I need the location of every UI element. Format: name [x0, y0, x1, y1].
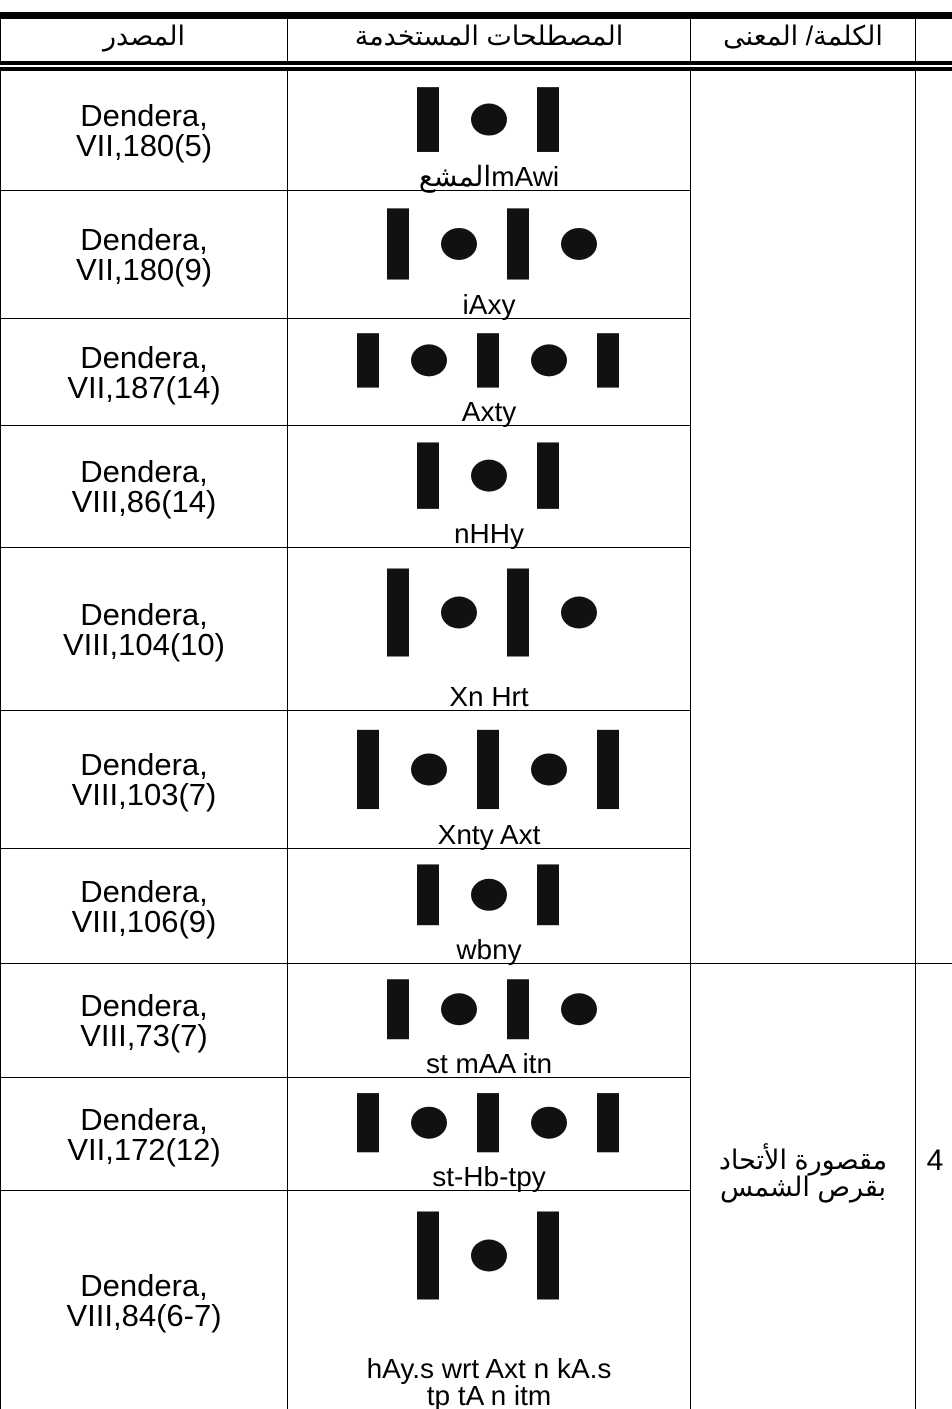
source-cell: Dendera, VIII,86(14): [0, 425, 288, 548]
source-cell: Dendera, VII,180(9): [0, 190, 288, 319]
source-text: Dendera, VII,187(14): [67, 339, 221, 405]
source-text: Dendera, VIII,106(9): [71, 873, 217, 939]
hieroglyphs: [417, 442, 559, 509]
source-cell: Dendera, VIII,106(9): [0, 848, 288, 964]
meaning-cell: مقصورة الأتحاد بقرص الشمس: [690, 963, 916, 1409]
source-text: Dendera, VIII,73(7): [80, 988, 208, 1053]
hieroglyphs: [417, 1211, 559, 1300]
source-cell: Dendera, VII,180(5): [0, 70, 288, 191]
source-cell: Dendera, VII,172(12): [0, 1077, 288, 1191]
number-cell: 4: [915, 963, 952, 1409]
term-text: nHHy: [453, 518, 524, 549]
header-rule: [0, 67, 952, 70]
source-cell: Dendera, VIII,104(10): [0, 547, 288, 711]
hieroglyphs: [357, 333, 619, 388]
header-cell: المصطلحات المستخدمة: [287, 18, 691, 62]
term-cell: Xn Hrt: [287, 547, 691, 711]
hieroglyphs: [387, 208, 597, 280]
hieroglyphs: [357, 729, 619, 810]
header-text: المصطلحات المستخدمة: [354, 21, 624, 51]
hieroglyphs: [417, 87, 559, 152]
term-cell: nHHy: [287, 425, 691, 548]
source-cell: Dendera, VIII,84(6-7): [0, 1190, 288, 1409]
header-cell: المصدر: [0, 18, 288, 62]
header-cell: [915, 18, 952, 62]
entry-number: 4: [926, 1144, 944, 1177]
term-cell: mAwiالمشع: [287, 70, 691, 191]
header-rule: [0, 62, 952, 65]
term-text: st-Hb-tpy: [432, 1161, 546, 1192]
term-text: Xn Hrt: [449, 681, 529, 712]
term-text: Axty: [461, 396, 517, 427]
source-text: Dendera, VII,180(5): [75, 98, 213, 163]
hieroglyphs: [357, 1093, 619, 1153]
source-text: Dendera, VIII,104(10): [63, 596, 225, 662]
source-text: Dendera, VIII,103(7): [71, 747, 217, 812]
term-cell: iAxy: [287, 190, 691, 319]
term-cell: Axty: [287, 318, 691, 426]
source-cell: Dendera, VIII,73(7): [0, 963, 288, 1078]
header-text: الكلمة/ المعنى: [723, 21, 883, 51]
term-cell: st-Hb-tpy: [287, 1077, 691, 1191]
source-text: Dendera, VII,180(9): [75, 222, 213, 287]
number-cell: [915, 70, 952, 964]
source-cell: Dendera, VIII,103(7): [0, 710, 288, 849]
hieroglyphs: [387, 979, 597, 1040]
meaning-cell: [690, 70, 916, 964]
header-cell: الكلمة/ المعنى: [690, 18, 916, 62]
hieroglyphs: [387, 568, 597, 657]
term-text: wbny: [456, 934, 522, 965]
header-text: المصدر: [103, 21, 185, 51]
top-rule: [0, 12, 952, 18]
term-cell: Xnty Axt: [287, 710, 691, 849]
term-cell: hAy.s wrt Axt n kA.s tp tA n itm: [287, 1190, 691, 1409]
hieroglyphs: [417, 864, 559, 926]
term-cell: st mAA itn: [287, 963, 691, 1078]
source-text: Dendera, VII,172(12): [67, 1101, 221, 1167]
term-text: mAwiالمشع: [418, 161, 560, 192]
term-text: st mAA itn: [425, 1048, 553, 1079]
term-text: iAxy: [462, 289, 516, 320]
meaning-text: مقصورة الأتحاد بقرص الشمس: [718, 1145, 888, 1202]
term-cell: wbny: [287, 848, 691, 964]
source-text: Dendera, VIII,84(6-7): [66, 1267, 222, 1333]
source-text: Dendera, VIII,86(14): [71, 454, 217, 519]
source-cell: Dendera, VII,187(14): [0, 318, 288, 426]
term-text: Xnty Axt: [437, 819, 541, 850]
term-text: hAy.s wrt Axt n kA.s tp tA n itm: [366, 1353, 612, 1409]
